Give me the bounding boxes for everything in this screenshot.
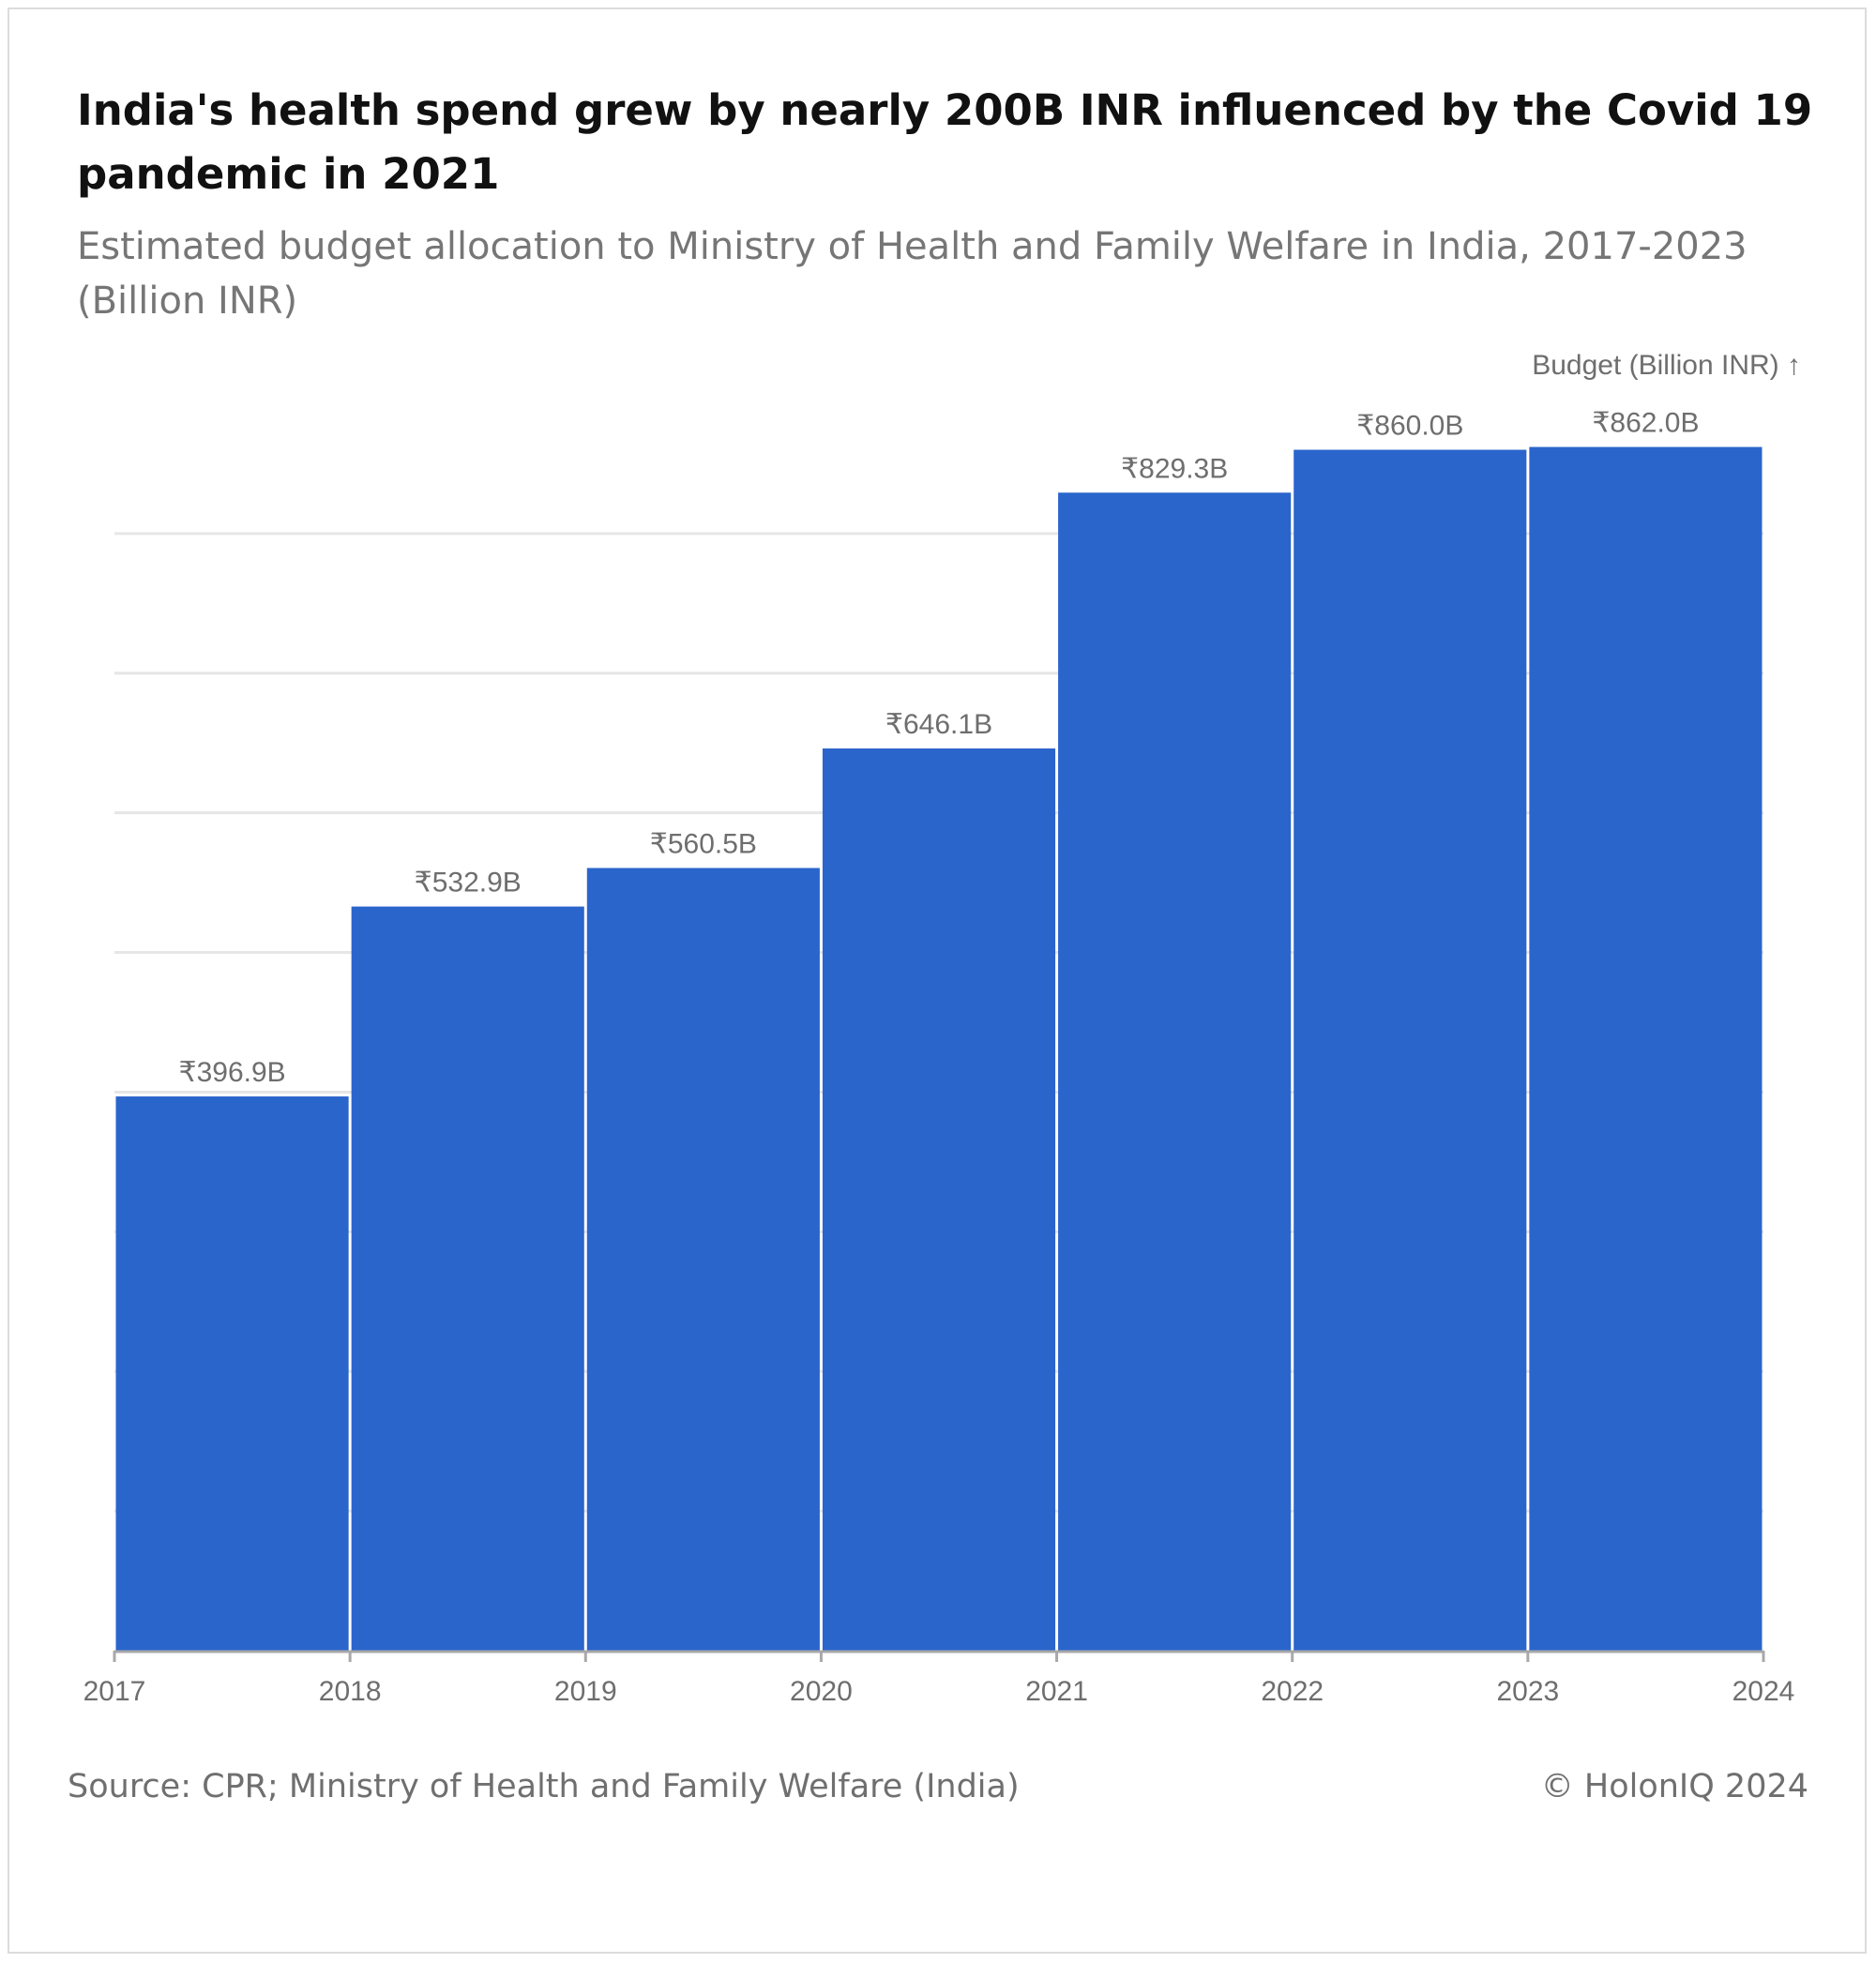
bar-2018 <box>351 906 584 1651</box>
x-tick-label: 2024 <box>1732 1676 1795 1707</box>
source-note: Source: CPR; Ministry of Health and Fami… <box>68 1768 1020 1805</box>
data-label: ₹829.3B <box>1121 453 1228 484</box>
bar-2021 <box>1058 492 1292 1652</box>
copyright-note: © HolonIQ 2024 <box>1540 1768 1808 1805</box>
chart-subtitle: Estimated budget allocation to Ministry … <box>77 225 1747 323</box>
x-tick-label: 2017 <box>83 1676 146 1707</box>
data-label: ₹860.0B <box>1356 411 1463 442</box>
x-tick-label: 2022 <box>1261 1676 1324 1707</box>
x-tick-label: 2019 <box>554 1676 617 1707</box>
data-label: ₹396.9B <box>178 1057 285 1088</box>
chart-title: India's health spend grew by nearly 200B… <box>77 85 1813 199</box>
x-tick-label: 2023 <box>1496 1676 1559 1707</box>
x-tick-label: 2021 <box>1025 1676 1088 1707</box>
x-tick-label: 2020 <box>790 1676 853 1707</box>
data-label: ₹560.5B <box>650 828 757 859</box>
bar-2017 <box>115 1096 349 1651</box>
data-label: ₹532.9B <box>415 868 522 898</box>
bar-2022 <box>1294 449 1527 1651</box>
bar-2019 <box>586 868 820 1651</box>
y-axis-title: Budget (Billion INR) ↑ <box>1532 350 1801 381</box>
data-label: ₹862.0B <box>1592 408 1699 439</box>
bar-2020 <box>822 748 1056 1651</box>
x-tick-label: 2018 <box>319 1676 382 1707</box>
bar-2023 <box>1529 446 1763 1652</box>
data-label: ₹646.1B <box>885 709 992 740</box>
